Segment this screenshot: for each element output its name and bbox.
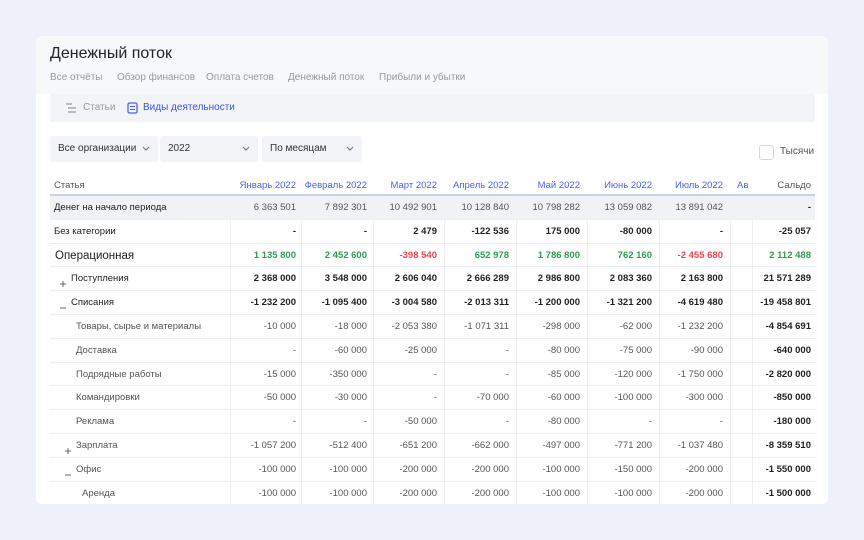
total-cell: -4 854 691 bbox=[701, 320, 811, 334]
total-cell: -8 359 510 bbox=[701, 439, 811, 453]
units-label: Тысячи bbox=[780, 145, 814, 159]
nav-tab[interactable]: Оплата счетов bbox=[206, 71, 274, 85]
filter-value: 2022 bbox=[168, 142, 190, 156]
total-cell: - bbox=[701, 201, 811, 215]
row-label: Товары, сырье и материалы bbox=[76, 320, 201, 334]
row-label: Поступления bbox=[71, 272, 129, 286]
column-header[interactable]: Июль 2022 bbox=[623, 179, 723, 193]
collapse-icon[interactable] bbox=[65, 467, 71, 473]
row-divider bbox=[50, 457, 815, 458]
row-label: Офис bbox=[76, 463, 101, 477]
total-cell: -640 000 bbox=[701, 344, 811, 358]
nav-tab[interactable]: Все отчёты bbox=[50, 71, 102, 85]
row-divider bbox=[50, 409, 815, 410]
row-label: Доставка bbox=[76, 344, 117, 358]
total-cell: 2 112 488 bbox=[701, 249, 811, 263]
row-divider bbox=[50, 385, 815, 386]
total-cell: 21 571 289 bbox=[701, 272, 811, 286]
subtab[interactable]: Статьи bbox=[83, 101, 115, 115]
total-cell: -19 458 801 bbox=[701, 296, 811, 310]
expand-icon[interactable] bbox=[60, 276, 66, 282]
collapse-icon[interactable] bbox=[60, 300, 66, 306]
filter-value: Все организации bbox=[58, 142, 136, 156]
total-cell: -180 000 bbox=[701, 415, 811, 429]
row-label: Без категории bbox=[54, 225, 116, 239]
total-cell: -2 820 000 bbox=[701, 368, 811, 382]
chevron bbox=[346, 146, 354, 152]
total-cell: -1 550 000 bbox=[701, 463, 811, 477]
row-divider bbox=[50, 433, 815, 434]
row-label: Реклама bbox=[76, 415, 114, 429]
row-label: Аренда bbox=[82, 487, 115, 501]
total-cell: -850 000 bbox=[701, 391, 811, 405]
expand-icon[interactable] bbox=[65, 443, 71, 449]
row-label: Денег на начало периода bbox=[54, 201, 167, 215]
subtab-active[interactable]: Виды деятельности bbox=[143, 101, 235, 115]
row-divider bbox=[50, 219, 815, 220]
nav-tab[interactable]: Обзор финансов bbox=[117, 71, 195, 85]
chevron bbox=[142, 146, 150, 152]
row-label: Командировки bbox=[76, 391, 140, 405]
row-divider bbox=[50, 481, 815, 482]
filter-value: По месяцам bbox=[270, 142, 327, 156]
row-divider bbox=[50, 338, 815, 339]
nav-tab[interactable]: Прибыли и убытки bbox=[379, 71, 465, 85]
row-divider bbox=[50, 314, 815, 315]
row-divider bbox=[50, 243, 815, 244]
chevron bbox=[242, 146, 250, 152]
row-divider bbox=[50, 266, 815, 267]
total-cell: -1 500 000 bbox=[701, 487, 811, 501]
row-label: Операционная bbox=[55, 249, 134, 263]
row-label: Списания bbox=[71, 296, 114, 310]
nav-tab[interactable]: Денежный поток bbox=[288, 71, 364, 85]
row-divider bbox=[50, 290, 815, 291]
column-header: Сальдо bbox=[711, 179, 811, 193]
row-label: Зарплата bbox=[76, 439, 118, 453]
row-label: Подрядные работы bbox=[76, 368, 162, 382]
total-cell: -25 057 bbox=[701, 225, 811, 239]
row-divider bbox=[50, 362, 815, 363]
page-title: Денежный поток bbox=[50, 45, 172, 63]
column-header: Статья bbox=[54, 179, 85, 193]
